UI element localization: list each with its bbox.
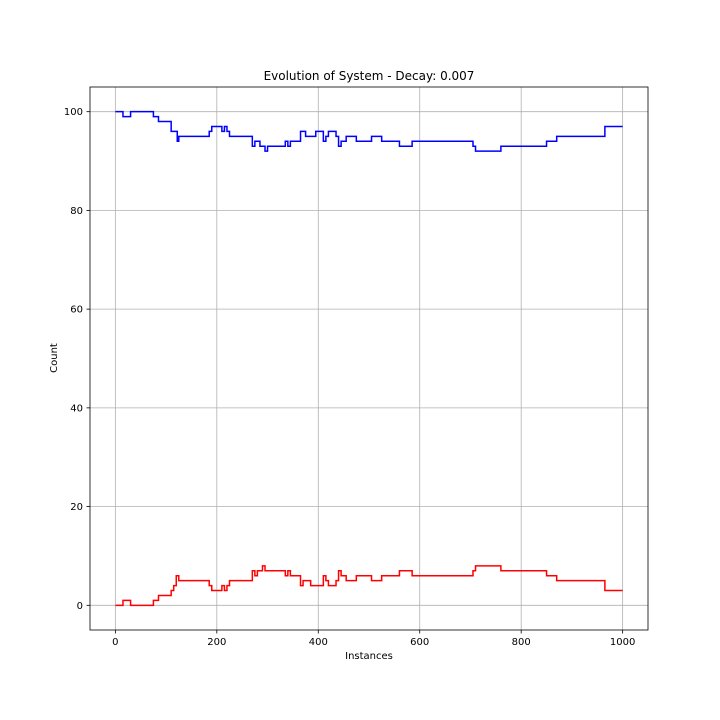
y-tick-label: 20 <box>70 502 83 513</box>
x-tick-label: 400 <box>309 637 328 648</box>
axis-ticks: 0 200 400 600 800 1000 0 20 40 60 80 100 <box>64 107 635 648</box>
plot-frame <box>89 86 649 631</box>
y-axis-label: Count <box>49 343 60 373</box>
y-tick-label: 80 <box>70 206 83 217</box>
y-tick-label: 0 <box>77 601 83 612</box>
x-axis-label: Instances <box>345 651 393 662</box>
x-tick-label: 200 <box>207 637 226 648</box>
y-tick-label: 40 <box>70 403 83 414</box>
x-tick-label: 800 <box>512 637 531 648</box>
series-line-1 <box>115 565 623 607</box>
grid-lines <box>90 87 648 630</box>
y-tick-label: 100 <box>64 107 83 118</box>
chart-title: Evolution of System - Decay: 0.007 <box>264 69 475 83</box>
x-tick-label: 0 <box>112 637 118 648</box>
series-lines <box>115 110 623 607</box>
y-tick-label: 60 <box>70 305 83 316</box>
x-tick-label: 1000 <box>610 637 635 648</box>
series-line-0 <box>115 110 623 152</box>
x-tick-label: 600 <box>410 637 429 648</box>
